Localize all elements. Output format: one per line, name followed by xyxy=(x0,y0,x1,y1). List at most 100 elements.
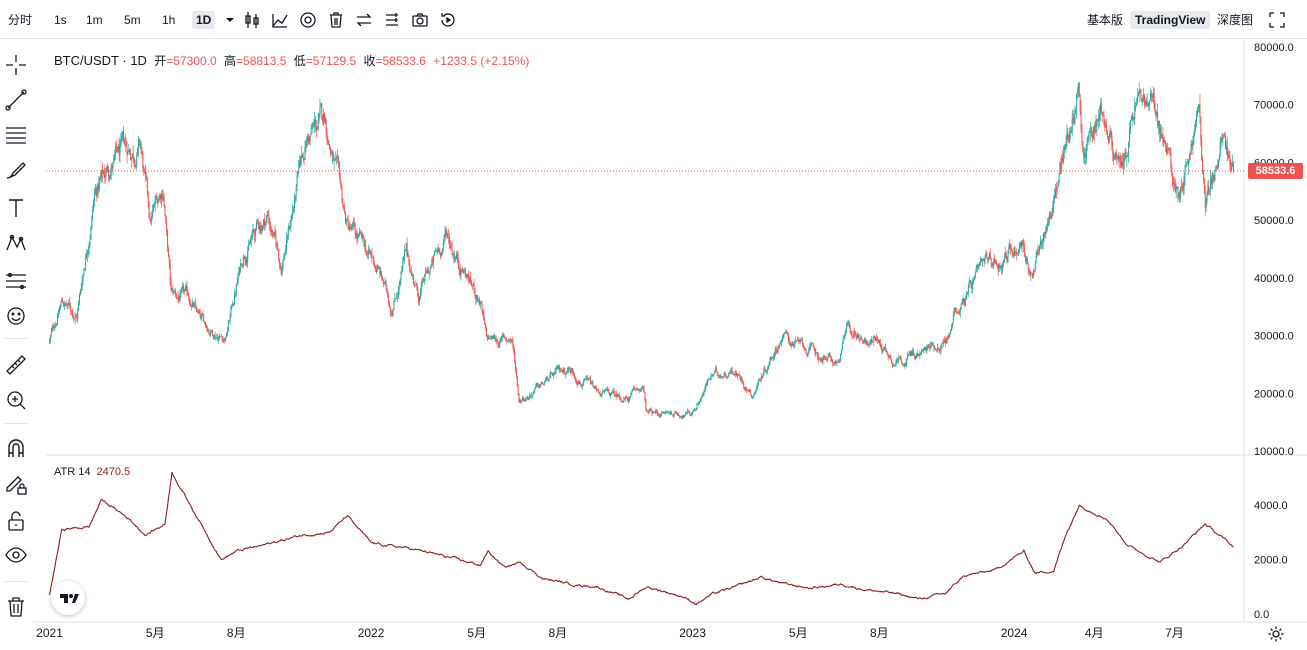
text-icon[interactable] xyxy=(3,195,29,221)
chart-area[interactable]: 80000.070000.060000.050000.040000.030000… xyxy=(0,40,1307,650)
candle-body xyxy=(151,215,153,222)
candle-body xyxy=(1164,140,1166,142)
candle-body xyxy=(926,348,928,351)
list-icon[interactable] xyxy=(382,10,402,30)
fullscreen-icon[interactable] xyxy=(1267,10,1287,30)
candle-body xyxy=(1109,130,1111,137)
indicator-icon[interactable] xyxy=(270,10,290,30)
candle-body xyxy=(1211,173,1213,185)
candle-body xyxy=(1084,153,1086,157)
pattern-icon[interactable] xyxy=(3,230,29,256)
candle-body xyxy=(940,347,942,351)
candle-body xyxy=(748,389,750,392)
timeframe-1d[interactable]: 1D xyxy=(192,11,216,29)
candle-body xyxy=(1157,112,1159,126)
zoom-in-icon[interactable] xyxy=(3,387,29,413)
fib-icon[interactable] xyxy=(3,122,29,148)
swap-icon[interactable] xyxy=(354,10,374,30)
eye-icon[interactable] xyxy=(3,542,29,568)
candle-body xyxy=(1168,149,1170,151)
candle-body xyxy=(1087,137,1089,139)
prediction-icon[interactable] xyxy=(3,268,29,294)
candle-body xyxy=(815,352,817,354)
candle-body xyxy=(304,147,306,160)
candle-body xyxy=(937,348,939,350)
candle-body xyxy=(253,229,255,231)
candle-body xyxy=(899,356,901,360)
lock-drawing-icon[interactable] xyxy=(3,471,29,497)
candle-body xyxy=(367,249,369,255)
candle-body xyxy=(301,153,303,158)
candle-body xyxy=(1034,262,1036,272)
trendline-icon[interactable] xyxy=(3,87,29,113)
candle-body xyxy=(482,310,484,314)
candle-body xyxy=(588,378,590,380)
price-chart[interactable]: 80000.070000.060000.050000.040000.030000… xyxy=(0,40,1307,650)
crosshair-icon[interactable] xyxy=(3,52,29,78)
ruler-icon[interactable] xyxy=(3,352,29,378)
timeframe-1s[interactable]: 1s xyxy=(54,13,67,27)
candle-body xyxy=(1003,260,1005,264)
candle-body xyxy=(363,237,365,246)
atr-label[interactable]: ATR 14 xyxy=(54,466,91,478)
timeframe-1m[interactable]: 1m xyxy=(86,13,103,27)
candle-body xyxy=(1025,256,1027,262)
timeframe-tick[interactable]: 分时 xyxy=(8,13,33,27)
trash-icon[interactable] xyxy=(3,594,29,620)
candle-body xyxy=(837,360,839,363)
candle-body xyxy=(502,334,504,336)
candle-body xyxy=(1165,140,1167,146)
candle-body xyxy=(1213,175,1215,181)
emoji-icon[interactable] xyxy=(3,303,29,329)
candle-body xyxy=(945,339,947,343)
brush-icon[interactable] xyxy=(3,157,29,183)
trash-icon[interactable] xyxy=(326,10,346,30)
candle-body xyxy=(168,255,170,264)
candle-body xyxy=(870,339,872,342)
candle-body xyxy=(541,382,543,384)
candle-body xyxy=(960,303,962,310)
tradingview-logo[interactable] xyxy=(51,581,85,615)
timeframe-5m[interactable]: 5m xyxy=(124,13,141,27)
candle-body xyxy=(193,305,195,307)
candle-body xyxy=(504,336,506,339)
candle-body xyxy=(1044,231,1046,234)
timeframe-1h[interactable]: 1h xyxy=(162,13,176,27)
gear-icon[interactable] xyxy=(1267,625,1285,643)
candle-body xyxy=(796,340,798,342)
candle-body xyxy=(1173,182,1175,186)
candle-body xyxy=(373,257,375,264)
candle-body xyxy=(266,215,268,219)
candle-body xyxy=(605,389,607,391)
candle-body xyxy=(1007,253,1009,262)
candle-body xyxy=(115,145,117,154)
candle-body xyxy=(351,226,353,229)
candle-body xyxy=(1154,103,1156,112)
candle-body xyxy=(586,378,588,380)
replay-icon[interactable] xyxy=(438,10,458,30)
magnet-icon[interactable] xyxy=(3,436,29,462)
candle-body xyxy=(396,296,398,298)
symbol-label[interactable]: BTC/USDT · 1D xyxy=(54,53,147,68)
candle-body xyxy=(856,335,858,338)
top-toolbar: 分时 1s 1m 5m 1h 1D 基本版 TradingView 深度图 xyxy=(0,0,1307,39)
candle-body xyxy=(390,312,392,316)
candlestick-icon[interactable] xyxy=(242,10,262,30)
camera-icon[interactable] xyxy=(410,10,430,30)
candle-body xyxy=(751,395,753,398)
view-depth[interactable]: 深度图 xyxy=(1217,13,1254,27)
candle-body xyxy=(622,401,624,403)
candle-body xyxy=(211,330,213,332)
view-tradingview[interactable]: TradingView xyxy=(1130,11,1211,29)
chevron-down-icon[interactable] xyxy=(220,10,240,30)
candle-body xyxy=(794,342,796,346)
candle-body xyxy=(862,340,864,344)
unlock-icon[interactable] xyxy=(3,508,29,534)
candle-body xyxy=(500,338,502,342)
settings-icon[interactable] xyxy=(298,10,318,30)
candle-body xyxy=(697,404,699,405)
candle-body xyxy=(387,290,389,298)
candle-body xyxy=(626,397,628,400)
candle-body xyxy=(1081,129,1083,143)
view-basic[interactable]: 基本版 xyxy=(1087,13,1124,27)
